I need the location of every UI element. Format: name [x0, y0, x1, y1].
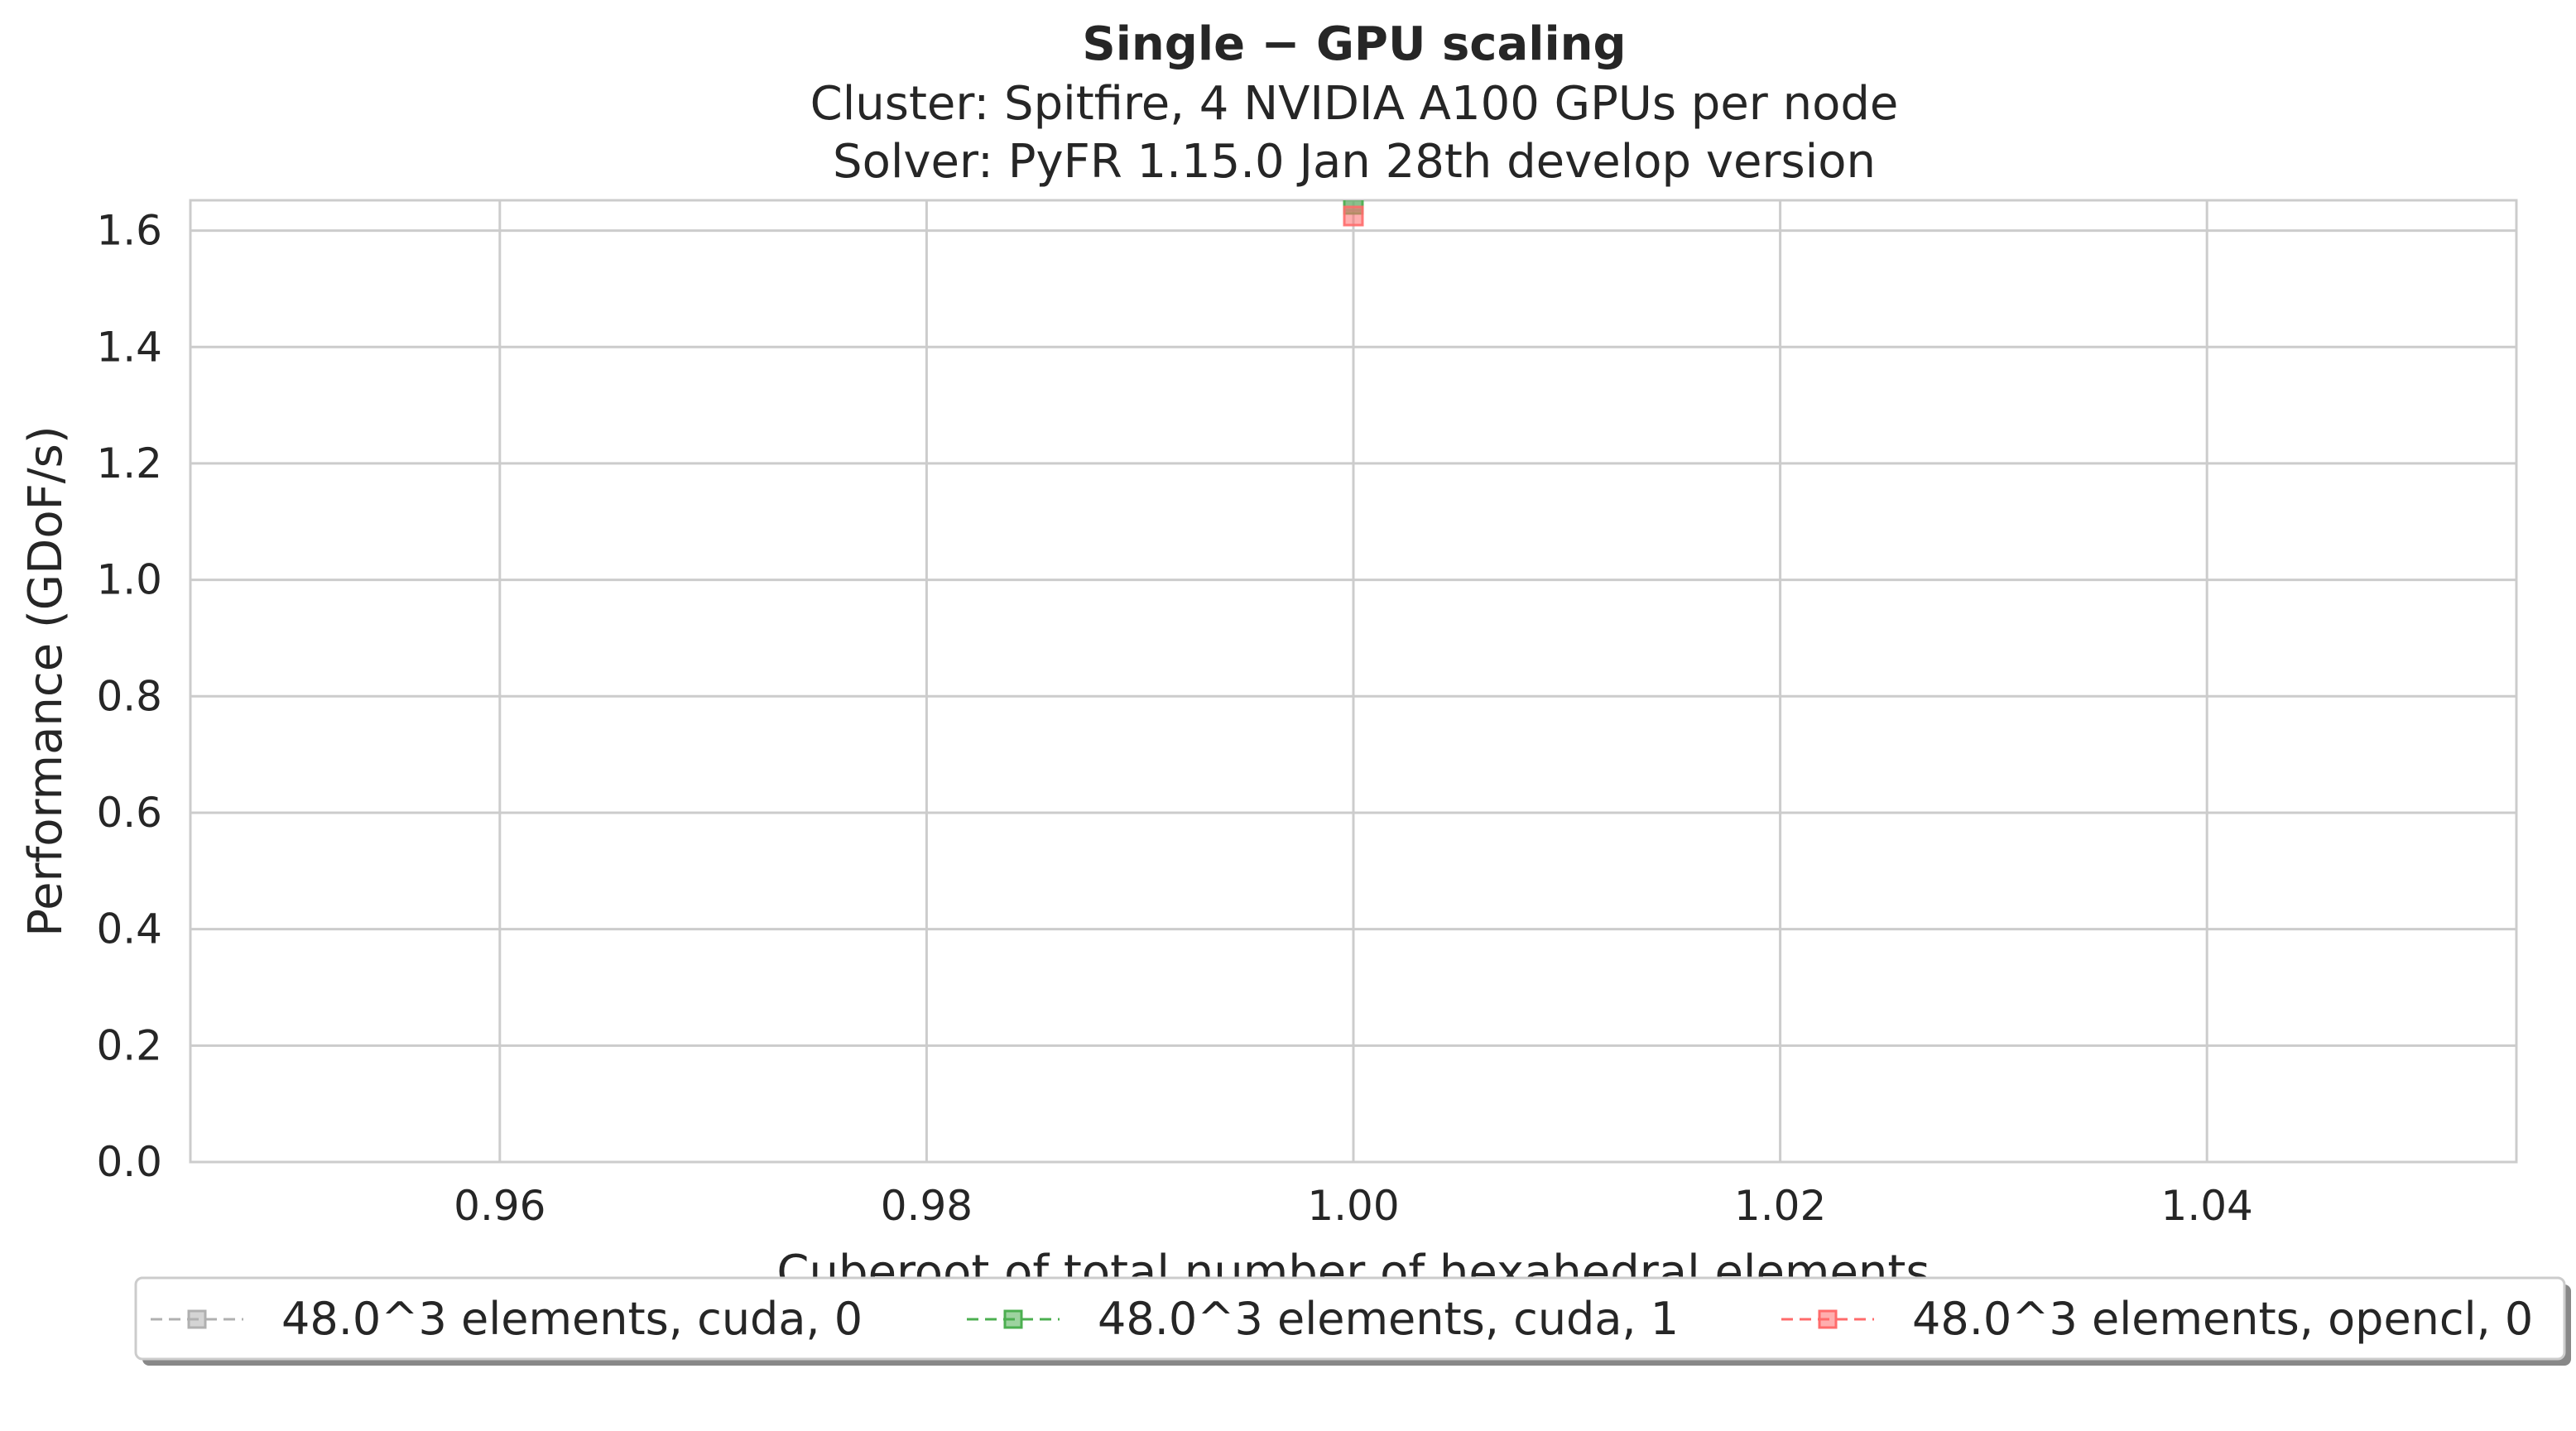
legend-marker: [1003, 1309, 1023, 1329]
y-tick-label: 0.6: [96, 789, 162, 837]
y-tick-label: 0.4: [96, 905, 162, 953]
x-tick-label: 1.04: [2161, 1182, 2253, 1230]
grid-lines: [190, 200, 2516, 1162]
legend-label: 48.0^3 elements, cuda, 0: [281, 1293, 863, 1345]
y-tick-label: 0.8: [96, 672, 162, 720]
x-tick-label: 0.98: [881, 1182, 973, 1230]
legend: 48.0^3 elements, cuda, 0 48.0^3 elements,…: [134, 1276, 2571, 1366]
legend-marker: [187, 1309, 207, 1329]
chart-subtitle-line1: Cluster: Spitfire, 4 NVIDIA A100 GPUs pe…: [810, 77, 1899, 131]
y-tick-label: 1.2: [96, 439, 162, 487]
y-tick-labels: 0.0 0.2 0.4 0.6 0.8 1.0 1.2 1.4 1.6: [96, 207, 162, 1186]
chart-subtitle-line2: Solver: PyFR 1.15.0 Jan 28th develop ver…: [833, 135, 1876, 189]
legend-marker: [1818, 1309, 1838, 1329]
legend-label: 48.0^3 elements, cuda, 1: [1098, 1293, 1679, 1345]
x-tick-labels: 0.96 0.98 1.00 1.02 1.04: [454, 1182, 2253, 1230]
x-tick-label: 1.00: [1307, 1182, 1399, 1230]
y-tick-label: 1.0: [96, 556, 162, 604]
data-marks: [1343, 200, 1364, 227]
x-tick-label: 1.02: [1734, 1182, 1826, 1230]
legend-item-0: 48.0^3 elements, cuda, 0: [151, 1293, 863, 1345]
chart-title: Single − GPU scaling: [1082, 17, 1626, 71]
y-tick-label: 1.6: [96, 207, 162, 255]
legend-box: [134, 1276, 2566, 1361]
legend-item-1: 48.0^3 elements, cuda, 1: [967, 1293, 1679, 1345]
x-tick-label: 0.96: [454, 1182, 545, 1230]
y-axis-label: Performance (GDoF/s): [19, 425, 73, 936]
legend-item-2: 48.0^3 elements, opencl, 0: [1781, 1293, 2533, 1345]
legend-label: 48.0^3 elements, opencl, 0: [1912, 1293, 2533, 1345]
y-tick-label: 0.0: [96, 1138, 162, 1186]
series-2-point-0: [1343, 205, 1364, 227]
y-tick-label: 0.2: [96, 1021, 162, 1069]
y-tick-label: 1.4: [96, 323, 162, 371]
